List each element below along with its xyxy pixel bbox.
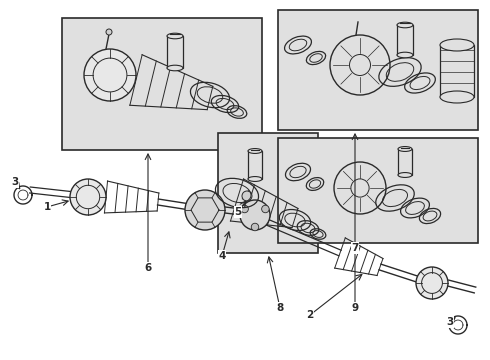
Ellipse shape — [398, 172, 412, 177]
Ellipse shape — [248, 149, 262, 153]
Bar — [62, 18, 262, 150]
Text: 7: 7 — [351, 243, 359, 253]
Bar — [440, 45, 474, 97]
Circle shape — [251, 223, 259, 231]
Text: 8: 8 — [276, 303, 284, 313]
Ellipse shape — [397, 52, 413, 58]
Ellipse shape — [167, 33, 183, 39]
Text: 9: 9 — [351, 303, 359, 313]
Circle shape — [240, 200, 270, 230]
Circle shape — [416, 267, 448, 299]
Bar — [397, 25, 413, 55]
Circle shape — [330, 35, 390, 95]
Bar — [218, 133, 318, 253]
Ellipse shape — [440, 39, 474, 51]
Circle shape — [334, 162, 386, 214]
Bar — [167, 36, 183, 68]
Ellipse shape — [397, 22, 413, 28]
Bar — [398, 149, 412, 175]
Ellipse shape — [398, 147, 412, 152]
Text: 1: 1 — [44, 202, 50, 212]
Text: 3: 3 — [446, 317, 454, 327]
Ellipse shape — [440, 91, 474, 103]
Text: 6: 6 — [145, 263, 151, 273]
Circle shape — [241, 205, 248, 213]
Bar — [248, 151, 262, 179]
Text: 3: 3 — [11, 177, 19, 187]
Ellipse shape — [167, 65, 183, 71]
Circle shape — [106, 29, 112, 35]
Circle shape — [185, 190, 225, 230]
Circle shape — [242, 191, 252, 201]
Ellipse shape — [248, 176, 262, 181]
Text: 5: 5 — [234, 207, 242, 217]
Bar — [278, 10, 478, 130]
Circle shape — [84, 49, 136, 101]
Bar — [278, 138, 478, 243]
Text: 4: 4 — [219, 251, 226, 261]
Text: 2: 2 — [306, 310, 314, 320]
Circle shape — [70, 179, 106, 215]
Circle shape — [262, 205, 269, 213]
